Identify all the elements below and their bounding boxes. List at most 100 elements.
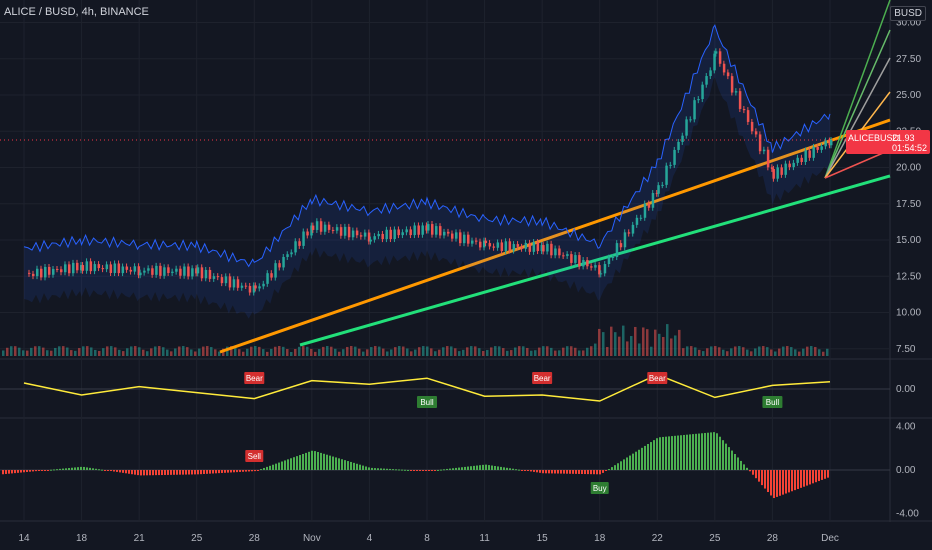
osc2-histogram-bar [389, 468, 391, 470]
osc2-histogram-bar [548, 470, 550, 474]
time-tick-label: 25 [709, 533, 721, 544]
candle-body [417, 225, 420, 235]
osc2-histogram-bar [230, 470, 232, 473]
candle-body [151, 268, 154, 275]
osc2-histogram-bar [50, 469, 52, 471]
candle-body [143, 270, 146, 273]
osc2-histogram-bar [380, 468, 382, 470]
volume-bar [374, 346, 377, 356]
time-tick-label: 18 [76, 533, 88, 544]
osc2-histogram-bar [428, 470, 430, 471]
osc2-histogram-bar [794, 470, 796, 491]
volume-bar [806, 346, 809, 356]
volume-bar [398, 346, 401, 356]
osc2-histogram-bar [641, 447, 643, 470]
candle-body [389, 229, 392, 240]
volume-bar [814, 346, 817, 356]
volume-bar [138, 347, 141, 356]
osc2-histogram-bar [701, 433, 703, 470]
volume-bar [546, 346, 549, 356]
time-tick-label: Nov [303, 533, 321, 544]
candle-body [582, 260, 585, 267]
candle-body [479, 241, 482, 248]
candle-body [381, 233, 384, 240]
volume-bar [622, 325, 625, 356]
candle-body [746, 110, 750, 122]
candle-body [447, 231, 450, 234]
osc2-histogram-bar [398, 469, 400, 471]
osc2-histogram-bar [653, 440, 655, 470]
osc2-histogram-bar [734, 454, 736, 470]
osc2-histogram-bar [527, 470, 529, 471]
candle-body [784, 163, 787, 175]
osc2-histogram-bar [575, 470, 577, 474]
osc2-histogram-bar [275, 463, 277, 470]
candle-body [212, 276, 216, 279]
candle-body [540, 245, 544, 252]
osc2-histogram-bar [341, 459, 343, 470]
time-tick-label: 21 [134, 533, 146, 544]
osc2-histogram-bar [386, 468, 388, 470]
volume-bar [822, 351, 825, 356]
osc2-histogram-bar [146, 470, 148, 476]
volume-bar [730, 348, 733, 356]
candle-body [163, 267, 166, 276]
osc2-histogram-bar [587, 470, 589, 475]
osc1-signal-label: Bear [246, 374, 263, 383]
osc2-histogram-bar [332, 456, 334, 470]
candle-body [40, 268, 43, 278]
candle-body [139, 272, 142, 276]
osc2-histogram-bar [98, 469, 100, 471]
volume-bar [178, 346, 181, 356]
volume-bar [758, 346, 761, 356]
volume-bar [134, 346, 137, 356]
volume-bar [18, 347, 21, 356]
candle-body [738, 91, 742, 109]
volume-bar [418, 347, 421, 356]
currency-badge[interactable]: BUSD [890, 6, 926, 21]
osc2-histogram-bar [563, 470, 565, 474]
candle-body [776, 167, 779, 179]
volume-bar [734, 346, 737, 356]
osc2-histogram-bar [47, 470, 49, 471]
osc2-histogram-bar [434, 470, 436, 471]
volume-bar [162, 347, 165, 356]
volume-bar [414, 349, 417, 356]
volume-bar [270, 348, 273, 356]
osc2-histogram-bar [335, 457, 337, 470]
candle-body [302, 231, 305, 246]
volume-bar [770, 349, 773, 356]
candle-body [599, 273, 603, 275]
osc2-histogram-bar [419, 470, 421, 471]
osc2-histogram-bar [722, 440, 724, 470]
osc2-histogram-bar [605, 470, 607, 471]
osc2-histogram-bar [530, 470, 532, 472]
candle-body [558, 248, 561, 256]
time-tick-label: 18 [594, 533, 606, 544]
volume-bar [410, 351, 413, 356]
osc2-signal-badge [245, 450, 264, 462]
osc2-histogram-bar [494, 465, 496, 470]
volume-bar [718, 347, 721, 356]
osc2-histogram-bar [206, 470, 208, 474]
candle-body [780, 167, 783, 175]
candle-body [532, 242, 536, 252]
osc2-tick-label: 4.00 [896, 422, 916, 433]
osc2-histogram-bar [812, 470, 814, 484]
price-tick-label: 10.00 [896, 308, 921, 319]
time-tick-label: 8 [424, 533, 430, 544]
osc2-histogram-bar [281, 461, 283, 470]
candle-body [647, 203, 651, 208]
candle-body [828, 140, 831, 146]
volume-bar [126, 348, 129, 356]
osc2-histogram-bar [299, 455, 301, 470]
osc2-histogram-bar [182, 470, 184, 475]
osc2-histogram-bar [152, 470, 154, 476]
candle-body [137, 266, 141, 276]
volume-bar [274, 346, 277, 356]
candle-body [220, 277, 224, 284]
osc2-histogram-bar [191, 470, 193, 475]
candle-body [598, 265, 601, 275]
osc2-histogram-bar [320, 452, 322, 470]
